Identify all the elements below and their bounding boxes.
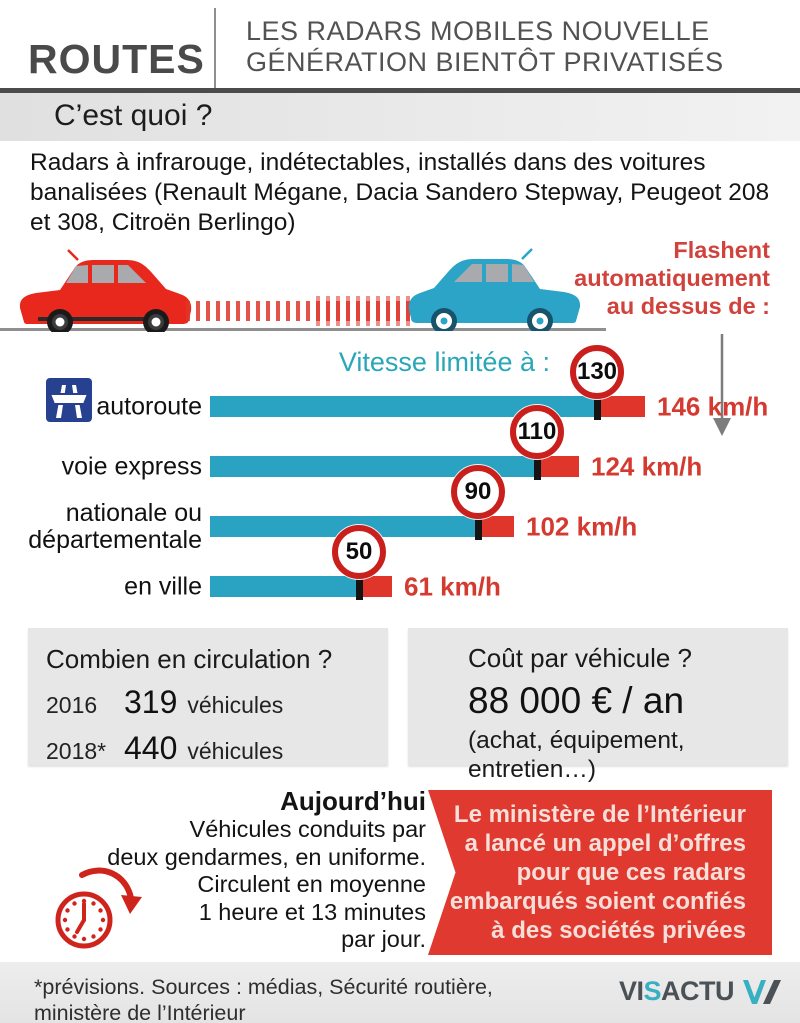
- sources-note-line2: ministère de l’Intérieur: [34, 1001, 246, 1023]
- chart-value-label: 146 km/h: [657, 391, 769, 421]
- ground-line: [0, 328, 606, 331]
- subsection-heading: C’est quoi ?: [54, 99, 213, 132]
- ministry-banner: Le ministère de l’Intérieur a lancé un a…: [428, 790, 772, 955]
- bar-over: [359, 576, 392, 597]
- visactu-mark-icon: [743, 979, 781, 1004]
- bar-tick: [534, 453, 541, 480]
- flash-annotation-line1: Flashent: [673, 237, 770, 263]
- page-title-line2: GÉNÉRATION BIENTÔT PRIVATISÉS: [246, 47, 724, 77]
- bar-limit: [210, 456, 537, 477]
- brand-text: VI: [618, 976, 644, 1006]
- bar-tick: [356, 573, 363, 600]
- bar-tick: [594, 393, 601, 420]
- chart-value-label: 61 km/h: [404, 571, 501, 601]
- visactu-logo: VI S ACTU: [619, 976, 784, 1007]
- banner-line: pour que ces radars: [516, 859, 746, 886]
- cost-heading: Coût par véhicule ?: [468, 643, 693, 673]
- down-arrow-icon: [713, 334, 731, 436]
- circulation-unit: véhicules: [187, 692, 284, 718]
- chart-row-label: nationale ou départementale: [28, 498, 202, 554]
- today-line: deux gendarmes, en uniforme.: [107, 843, 426, 870]
- today-line: par jour.: [341, 926, 426, 952]
- cost-detail-line1: (achat, équipement,: [468, 727, 685, 754]
- section-kicker: ROUTES: [28, 36, 205, 82]
- cost-detail-line2: entretien…): [468, 756, 597, 783]
- today-heading: Aujourd’hui: [280, 786, 426, 816]
- footer-band: [0, 962, 800, 1023]
- circulation-unit: véhicules: [187, 738, 284, 764]
- flash-annotation: Flashent automatiquement au dessus de :: [520, 236, 770, 320]
- speed-limit-sign: 90: [451, 465, 505, 519]
- circulation-row-2018: 2018* 440 véhicules: [46, 730, 388, 767]
- header-divider: [214, 8, 216, 88]
- motorway-sign-icon: [46, 378, 92, 422]
- today-block: Aujourd’hui Véhicules conduits par deux …: [28, 786, 426, 954]
- circulation-row-2016: 2016 319 véhicules: [46, 684, 388, 721]
- sources-note: *prévisions. Sources : médias, Sécurité …: [34, 974, 493, 1023]
- speed-limit-sign: 110: [510, 405, 564, 459]
- bar-over: [478, 516, 514, 537]
- radar-beam: [186, 296, 412, 326]
- intro-paragraph: Radars à infrarouge, indétectables, inst…: [30, 149, 770, 236]
- banner-line: embarqués soient confiés: [449, 888, 746, 915]
- speed-limit-sign: 50: [332, 525, 386, 579]
- circulation-value: 440: [124, 730, 178, 766]
- speed-limit-sign: 130: [570, 345, 624, 399]
- page-title-line1: LES RADARS MOBILES NOUVELLE: [246, 16, 710, 46]
- today-line: 1 heure et 13 minutes: [198, 898, 426, 925]
- sources-note-line1: *prévisions. Sources : médias, Sécurité …: [34, 975, 493, 999]
- cost-detail: (achat, équipement, entretien…): [468, 726, 788, 784]
- speed-bar-chart: autoroute 130 146 km/h voie express 110 124 k…: [28, 345, 769, 601]
- blue-car-icon: [408, 248, 581, 331]
- circulation-box: Combien en circulation ? 2016 319 véhicu…: [28, 628, 388, 767]
- brand-text: ACTU: [661, 976, 735, 1006]
- flash-annotation-line3: au dessus de :: [606, 293, 770, 319]
- bar-limit: [210, 396, 597, 417]
- banner-line: à des sociétés privées: [491, 917, 746, 944]
- circulation-year: 2016: [46, 692, 98, 718]
- bar-limit: [210, 516, 478, 537]
- flash-annotation-line2: automatiquement: [574, 265, 770, 291]
- chart-row-label: autoroute: [96, 392, 202, 420]
- circulation-year: 2018*: [46, 738, 107, 764]
- circulation-value: 319: [124, 684, 178, 720]
- cost-box: Coût par véhicule ? 88 000 € / an (achat…: [408, 628, 788, 783]
- chart-row-label: voie express: [61, 452, 202, 480]
- banner-line: a lancé un appel d’offres: [464, 830, 746, 857]
- bar-over: [537, 456, 579, 477]
- brand-text: S: [643, 976, 661, 1006]
- subsection-band: [0, 93, 800, 141]
- header-rule: [0, 88, 800, 93]
- clock-icon: [55, 867, 142, 949]
- chart-value-label: 102 km/h: [526, 511, 638, 541]
- chart-title: Vitesse limitée à :: [338, 347, 550, 377]
- bar-over: [597, 396, 645, 417]
- red-car-icon: [19, 249, 192, 332]
- cost-amount: 88 000 € / an: [468, 680, 685, 721]
- page-title: LES RADARS MOBILES NOUVELLE GÉNÉRATION B…: [246, 16, 724, 78]
- bar-limit: [210, 576, 359, 597]
- chart-value-label: 124 km/h: [591, 451, 703, 481]
- today-line: Véhicules conduits par: [189, 816, 426, 842]
- bar-tick: [475, 513, 482, 540]
- circulation-heading: Combien en circulation ?: [46, 644, 333, 674]
- chart-row-label: en ville: [124, 572, 202, 600]
- today-line: Circulent en moyenne: [197, 871, 426, 897]
- banner-line: Le ministère de l’Intérieur: [453, 801, 746, 828]
